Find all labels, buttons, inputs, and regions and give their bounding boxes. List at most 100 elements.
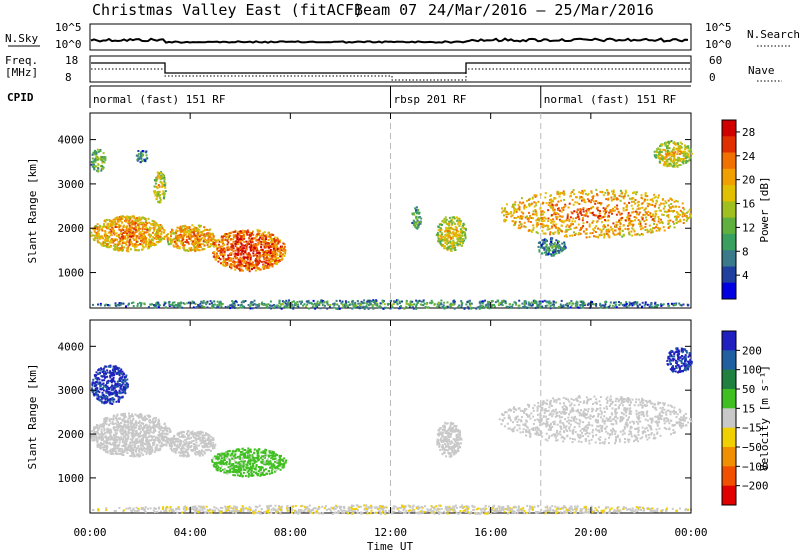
data-cell — [240, 269, 243, 272]
data-cell — [94, 157, 97, 160]
data-cell — [623, 195, 626, 198]
data-cell — [424, 306, 427, 308]
data-cell — [646, 303, 649, 306]
data-cell — [97, 377, 100, 380]
data-cell — [452, 241, 455, 244]
data-cell — [415, 299, 418, 302]
data-cell — [266, 255, 268, 258]
data-cell — [593, 235, 595, 238]
data-cell — [100, 235, 103, 238]
data-cell — [457, 230, 460, 233]
data-cell — [664, 149, 667, 152]
data-cell — [155, 235, 158, 238]
data-cell — [532, 217, 534, 220]
data-cell — [246, 242, 249, 245]
data-cell — [618, 194, 621, 197]
data-cell — [259, 255, 262, 258]
data-cell — [181, 230, 184, 233]
data-cell — [517, 227, 520, 230]
data-cell — [614, 224, 617, 227]
data-cell — [138, 229, 141, 232]
data-cell — [93, 230, 96, 233]
data-cell — [258, 238, 261, 241]
data-cell — [271, 233, 274, 236]
data-cell — [415, 206, 418, 209]
data-cell — [602, 194, 605, 197]
data-cell — [651, 198, 654, 201]
data-cell — [283, 255, 286, 257]
data-cell — [665, 155, 668, 158]
data-cell — [667, 219, 670, 222]
data-cell — [649, 198, 652, 201]
data-cell — [122, 232, 125, 234]
data-cell — [591, 301, 594, 303]
data-cell — [285, 299, 288, 302]
data-cell — [416, 212, 418, 215]
data-cell — [451, 218, 454, 221]
data-cell — [137, 244, 140, 247]
data-cell — [124, 237, 126, 240]
data-cell — [180, 228, 183, 231]
data-cell — [222, 242, 224, 245]
data-cell — [117, 236, 120, 239]
data-cell — [506, 306, 509, 308]
cpid-segment-label: normal (fast) 151 RF — [544, 93, 676, 106]
data-cell — [650, 231, 653, 234]
data-cell — [628, 201, 631, 204]
data-cell — [498, 303, 500, 306]
data-cell — [272, 245, 274, 248]
data-cell — [238, 264, 241, 267]
data-cell — [667, 223, 670, 225]
data-cell — [197, 231, 199, 234]
data-cell — [228, 248, 231, 251]
data-cell — [224, 261, 227, 264]
data-cell — [256, 233, 259, 236]
data-cell — [621, 229, 624, 232]
data-cell — [233, 263, 236, 266]
data-cell — [655, 156, 658, 159]
data-cell — [535, 219, 538, 222]
data-cell — [283, 252, 286, 255]
data-cell — [125, 305, 127, 308]
data-cell — [186, 241, 188, 244]
data-cell — [445, 226, 448, 229]
data-cell — [665, 159, 668, 162]
data-cell — [157, 201, 160, 203]
data-cell — [595, 188, 598, 191]
data-cell — [203, 226, 206, 229]
data-cell — [158, 190, 161, 193]
data-cell — [100, 156, 103, 159]
data-cell — [332, 303, 335, 306]
data-cell — [252, 243, 255, 246]
data-cell — [560, 210, 563, 213]
data-cell — [197, 304, 200, 307]
data-cell — [448, 222, 451, 225]
data-cell — [561, 247, 564, 250]
data-cell — [282, 242, 285, 245]
data-cell — [455, 216, 458, 219]
data-cell — [283, 247, 286, 250]
data-cell — [121, 239, 124, 242]
data-cell — [264, 256, 267, 259]
data-cell — [230, 248, 233, 251]
data-cell — [534, 195, 537, 198]
data-cell — [252, 252, 255, 255]
data-cell — [257, 250, 260, 253]
data-cell — [452, 300, 455, 303]
data-cell — [687, 153, 690, 156]
data-cell — [265, 252, 268, 255]
data-cell — [577, 223, 580, 226]
data-cell — [667, 208, 670, 211]
data-cell — [550, 237, 553, 240]
data-cell — [629, 214, 632, 217]
data-cell — [631, 234, 634, 237]
data-cell — [239, 240, 242, 243]
data-cell — [99, 225, 102, 228]
data-cell — [240, 232, 243, 235]
data-cell — [109, 374, 112, 377]
data-cell — [613, 233, 616, 236]
data-cell — [93, 159, 96, 162]
data-cell — [122, 237, 125, 240]
data-cell — [416, 219, 419, 222]
data-cell — [518, 201, 521, 204]
